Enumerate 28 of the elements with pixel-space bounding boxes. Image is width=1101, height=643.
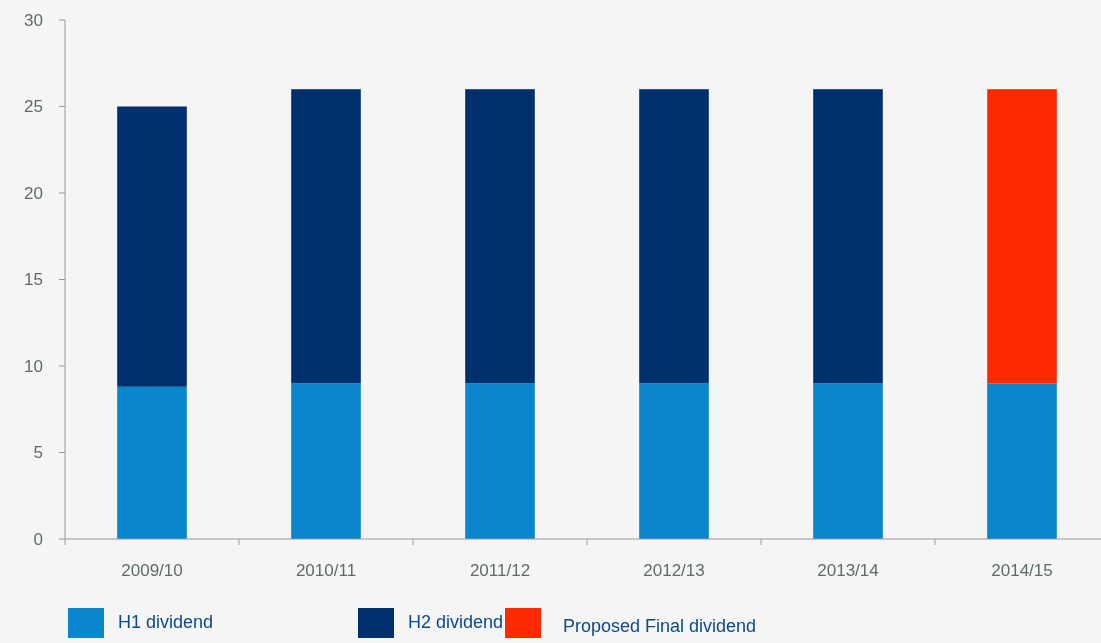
bar bbox=[813, 89, 883, 384]
bar bbox=[465, 89, 535, 384]
bar bbox=[987, 383, 1057, 539]
legend-label: H2 dividend bbox=[408, 612, 504, 632]
x-tick-label: 2010/11 bbox=[295, 561, 357, 580]
bar bbox=[465, 383, 535, 539]
bar bbox=[987, 89, 1057, 384]
legend-label: Proposed Final dividend bbox=[563, 616, 757, 636]
bar bbox=[291, 383, 361, 539]
bar bbox=[117, 386, 187, 539]
y-tick-label: 30 bbox=[24, 10, 43, 30]
x-tick-label: 2011/12 bbox=[469, 561, 531, 580]
bar bbox=[639, 89, 709, 384]
y-tick-label: 25 bbox=[24, 97, 43, 117]
bar bbox=[639, 383, 709, 539]
legend-label: H1 dividend bbox=[118, 612, 214, 632]
bar bbox=[813, 383, 883, 539]
y-tick-label: 15 bbox=[24, 270, 43, 290]
x-tick-label: 2014/15 bbox=[991, 561, 1053, 580]
y-tick-label: 5 bbox=[33, 443, 43, 463]
y-tick-label: 20 bbox=[24, 183, 43, 203]
x-tick-label: 2012/13 bbox=[643, 561, 705, 580]
bar bbox=[291, 89, 361, 384]
x-tick-label: 2013/14 bbox=[817, 561, 879, 580]
y-tick-label: 10 bbox=[24, 356, 43, 376]
y-tick-label: 0 bbox=[33, 529, 43, 549]
bar bbox=[117, 106, 187, 387]
x-tick-label: 2009/10 bbox=[121, 561, 183, 580]
